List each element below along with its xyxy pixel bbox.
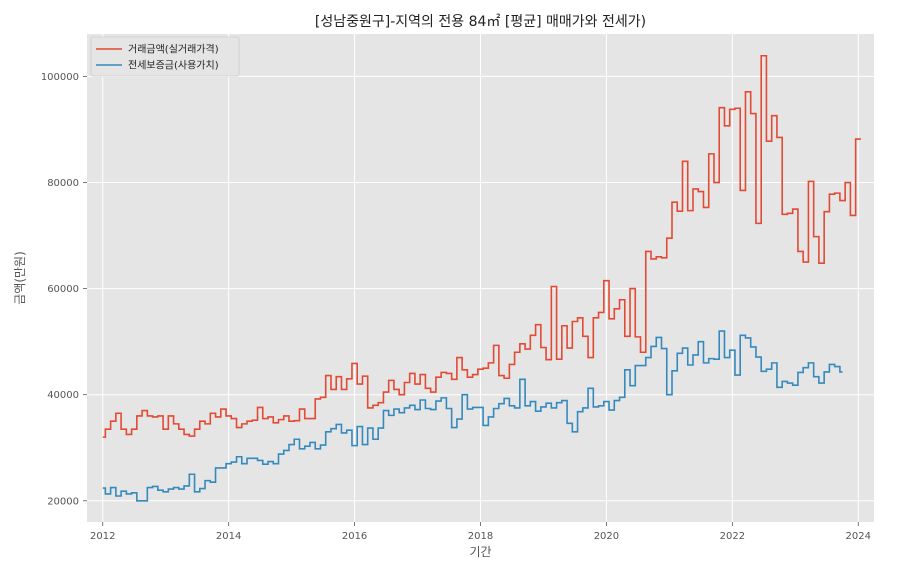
y-tick-label: 60000 — [47, 284, 79, 295]
x-tick-label: 2016 — [342, 531, 367, 542]
series-layer — [102, 54, 861, 502]
grid — [87, 34, 874, 522]
y-axis-label: 금액(만원) — [13, 251, 27, 305]
x-tick-label: 2020 — [594, 531, 619, 542]
legend: 거래금액(실거래가격) 전세보증금(사용가치) — [90, 36, 240, 77]
legend-label-trade: 거래금액(실거래가격) — [128, 43, 219, 56]
x-axis-label: 기간 — [469, 545, 491, 559]
y-tick-label: 80000 — [47, 178, 79, 189]
x-tick-label: 2022 — [720, 531, 745, 542]
y-tick-label: 40000 — [47, 390, 79, 401]
axis-ticks: 2012 2014 2016 2018 2020 2022 2024 20000 40000 60… — [41, 72, 871, 542]
y-tick-label: 100000 — [41, 72, 79, 83]
legend-label-jeonse: 전세보증금(사용가치) — [128, 60, 219, 72]
chart-title: [성남중원구]-지역의 전용 84㎡ [평균] 매매가와 전세가) — [315, 14, 646, 30]
series-line-jeonse-deposit — [102, 330, 843, 502]
y-tick-label: 20000 — [47, 496, 79, 507]
x-tick-label: 2012 — [90, 531, 115, 542]
x-tick-label: 2014 — [216, 531, 241, 542]
x-tick-label: 2024 — [846, 531, 871, 542]
legend-box — [90, 36, 240, 77]
series-line-trade-price — [102, 54, 861, 438]
x-tick-label: 2018 — [468, 531, 493, 542]
